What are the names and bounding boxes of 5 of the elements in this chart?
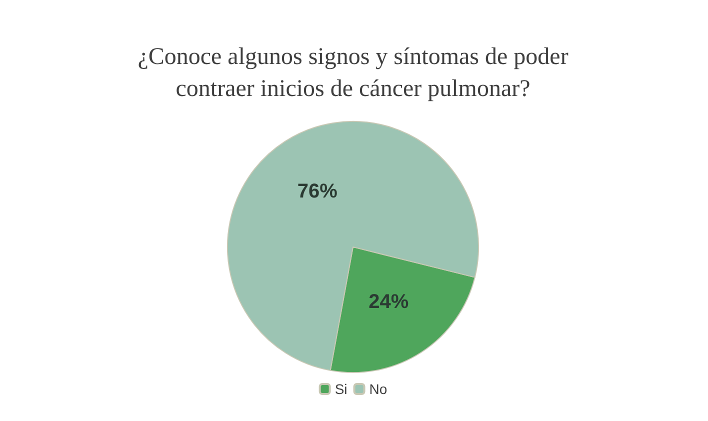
chart-title: ¿Conoce algunos signos y síntomas de poder contraer inicios de cáncer pulmonar?: [138, 44, 568, 102]
legend-label: Si: [334, 381, 348, 397]
legend-label: No: [369, 381, 388, 397]
data-label: 76%: [297, 180, 338, 203]
data-label: 24%: [368, 291, 409, 314]
